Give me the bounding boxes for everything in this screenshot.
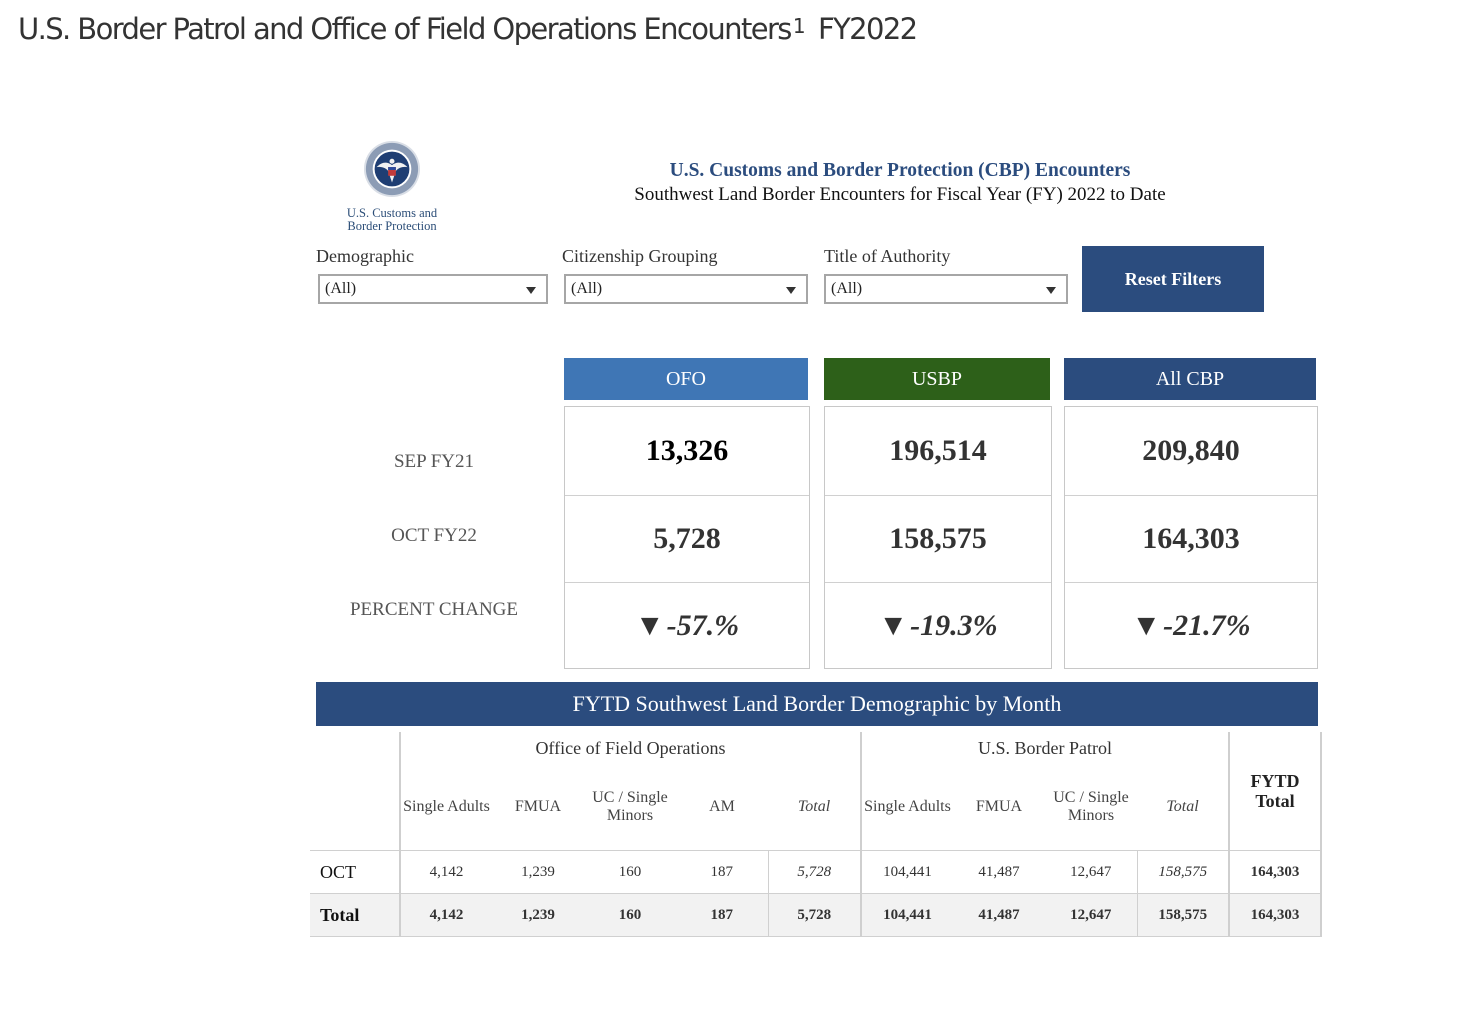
reset-filters-button[interactable]: Reset Filters (1082, 246, 1264, 312)
usbp-sep-value: 196,514 (825, 407, 1051, 496)
row-month-label: OCT (310, 850, 400, 894)
ofo-col-fmua: FMUA (514, 798, 562, 815)
row-total-label: Total (310, 893, 400, 937)
chevron-down-icon (786, 287, 796, 294)
logo-text-line2: Border Protection (347, 219, 437, 233)
table-row: OCT 4,142 1,239 160 187 5,728 104,441 41… (310, 850, 1322, 894)
table-cell: 4,142 (399, 850, 492, 894)
table-cell: 164,303 (1228, 893, 1322, 937)
table-cell: 1,239 (492, 850, 584, 894)
demographic-select-value: (All) (325, 280, 357, 297)
all-cbp-sep-value: 209,840 (1065, 407, 1317, 496)
table-cell: 104,441 (860, 850, 953, 894)
ofo-percent-change: ▼-57.% (565, 583, 809, 669)
table-cell: 187 (676, 850, 768, 894)
logo-text-line1: U.S. Customs and (346, 206, 438, 220)
cbp-seal-icon (363, 140, 421, 198)
table-cell: 41,487 (953, 850, 1045, 894)
all-cbp-oct-value: 164,303 (1065, 496, 1317, 583)
group-header-ofo: Office of Field Operations (399, 732, 861, 764)
authority-filter: Title of Authority (All) (824, 246, 1068, 304)
ofo-col-total: Total (797, 798, 831, 815)
authority-select-value: (All) (831, 280, 863, 297)
authority-filter-label: Title of Authority (824, 246, 951, 266)
usbp-col-uc-single-minors: UC / Single Minors (1053, 789, 1129, 824)
usbp-col-total: Total (1166, 798, 1199, 815)
ofo-col-am: AM (709, 798, 735, 815)
citizenship-filter: Citizenship Grouping (All) (562, 246, 808, 304)
group-header-usbp: U.S. Border Patrol (860, 732, 1229, 764)
usbp-col-single-adults: Single Adults (860, 764, 953, 851)
fytd-total-header: FYTD Total (1228, 732, 1322, 851)
table-cell: 41,487 (953, 893, 1045, 937)
header-title: U.S. Customs and Border Protection (CBP)… (669, 160, 1131, 181)
usbp-percent-change: ▼-19.3% (825, 583, 1051, 669)
chevron-down-icon (526, 287, 536, 294)
down-triangle-icon: ▼ (878, 609, 909, 642)
header-subtitle: Southwest Land Border Encounters for Fis… (634, 184, 1166, 205)
down-triangle-icon: ▼ (634, 609, 665, 642)
down-triangle-icon: ▼ (1131, 609, 1162, 642)
table-cell: 160 (584, 893, 676, 937)
row-label-header (310, 732, 400, 851)
demographic-filter-label: Demographic (316, 246, 414, 266)
page-title: U.S. Border Patrol and Office of Field O… (18, 12, 918, 46)
row-label-sep-fy21: SEP FY21 (393, 451, 475, 472)
table-cell: 187 (676, 893, 768, 937)
table-cell: 104,441 (860, 893, 953, 937)
ofo-sep-value: 13,326 (565, 407, 809, 496)
all-cbp-percent-change: ▼-21.7% (1065, 583, 1317, 669)
demographic-section-title: FYTD Southwest Land Border Demographic b… (316, 682, 1318, 726)
table-cell: 158,575 (1136, 893, 1229, 937)
ofo-change-value: -57.% (666, 609, 740, 642)
encounters-header: U.S. Customs and Border Protection (CBP)… (560, 160, 1240, 206)
table-cell: 5,728 (767, 893, 861, 937)
table-cell: 12,647 (1045, 893, 1137, 937)
col-head-all-cbp: All CBP (1064, 358, 1316, 400)
table-cell: 1,239 (492, 893, 584, 937)
table-cell: 12,647 (1045, 850, 1137, 894)
table-cell: 5,728 (767, 850, 861, 894)
usbp-card: 196,514 158,575 ▼-19.3% (824, 406, 1052, 669)
table-row: Total 4,142 1,239 160 187 5,728 104,441 … (310, 893, 1322, 937)
ofo-col-single-adults: Single Adults (399, 764, 492, 851)
all-cbp-card: 209,840 164,303 ▼-21.7% (1064, 406, 1318, 669)
col-head-usbp: USBP (824, 358, 1050, 400)
citizenship-select-value: (All) (571, 280, 603, 297)
ofo-oct-value: 5,728 (565, 496, 809, 583)
citizenship-select[interactable]: (All) (564, 274, 808, 304)
chevron-down-icon (1046, 287, 1056, 294)
row-label-percent-change: PERCENT CHANGE (349, 599, 519, 620)
table-cell: 158,575 (1136, 850, 1229, 894)
usbp-col-fmua: FMUA (975, 798, 1023, 815)
col-head-ofo: OFO (564, 358, 808, 400)
citizenship-filter-label: Citizenship Grouping (562, 246, 718, 266)
authority-select[interactable]: (All) (824, 274, 1068, 304)
fiscal-year: FY2022 (817, 12, 918, 46)
row-label-oct-fy22: OCT FY22 (391, 525, 477, 546)
table-cell: 164,303 (1228, 850, 1322, 894)
demographic-filter: Demographic (All) (316, 246, 548, 304)
footnote-marker: 1 (792, 14, 806, 38)
cbp-logo: U.S. Customs and Border Protection (336, 140, 448, 233)
all-cbp-change-value: -21.7% (1163, 609, 1251, 642)
demographic-table: Office of Field Operations U.S. Border P… (310, 732, 1322, 937)
table-cell: 4,142 (399, 893, 492, 937)
ofo-col-uc-single-minors: UC / Single Minors (592, 789, 668, 824)
usbp-change-value: -19.3% (910, 609, 998, 642)
demographic-select[interactable]: (All) (318, 274, 548, 304)
table-cell: 160 (584, 850, 676, 894)
ofo-card: 13,326 5,728 ▼-57.% (564, 406, 810, 669)
usbp-oct-value: 158,575 (825, 496, 1051, 583)
